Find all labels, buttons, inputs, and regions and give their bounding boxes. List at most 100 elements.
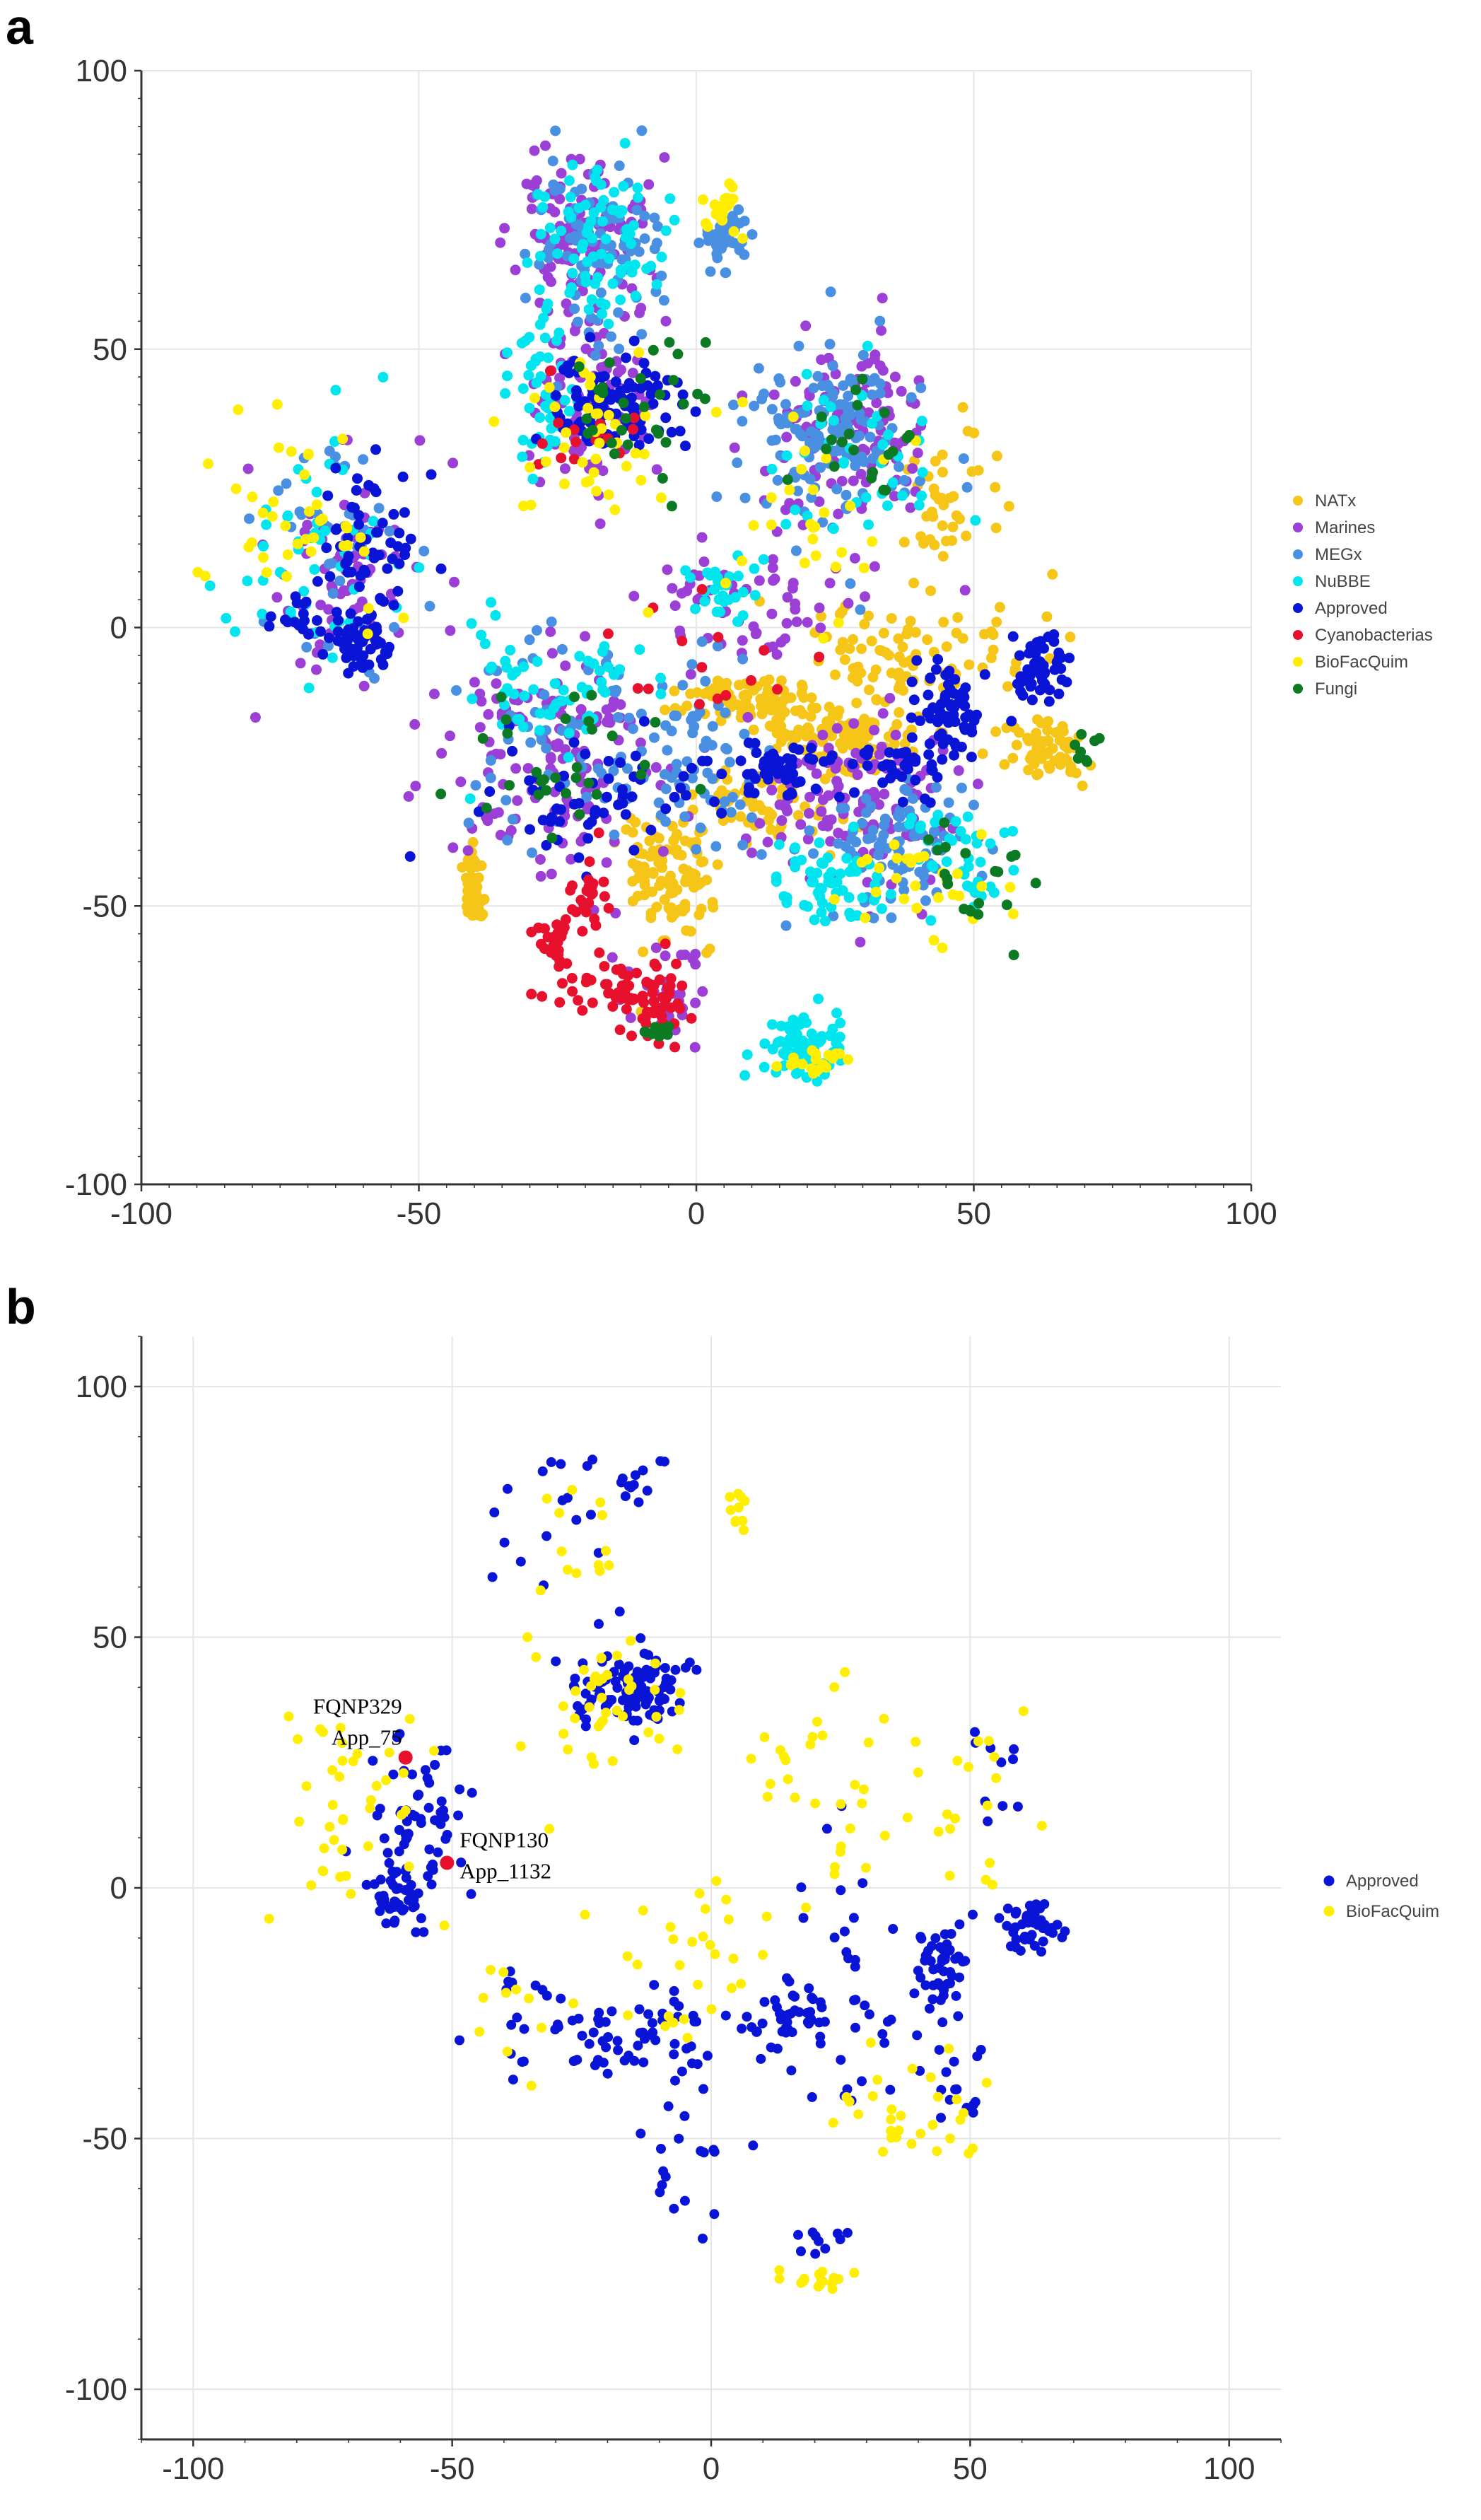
point-nubbe [567, 159, 578, 170]
point-megx [527, 847, 537, 858]
point-biofacquim [841, 2092, 852, 2102]
point-biofacquim [607, 1756, 618, 1766]
point-megx [756, 849, 767, 860]
point-approved [688, 2010, 698, 2021]
point-biofacquim [728, 1954, 739, 1964]
legend-item-fungi[interactable]: Fungi [1293, 679, 1357, 699]
legend-item-cyanobacterias[interactable]: Cyanobacterias [1293, 626, 1433, 645]
point-megx [737, 839, 749, 851]
annotation-compound-label: FQNP329 [313, 1694, 402, 1719]
point-biofacquim [814, 2270, 825, 2280]
point-approved [315, 626, 326, 637]
legend-item-biofacquim[interactable]: BioFacQuim [1293, 653, 1408, 672]
point-approved [265, 611, 276, 622]
legend-marker [1293, 684, 1303, 694]
point-fungi [635, 373, 646, 384]
point-approved [455, 1784, 465, 1795]
point-cyanobacterias [746, 675, 756, 686]
point-approved [580, 748, 591, 759]
legend-item-biofacquim[interactable]: BioFacQuim [1323, 1902, 1440, 1921]
point-cyanobacterias [590, 920, 602, 931]
point-biofacquim [737, 1515, 748, 1526]
legend-item-marines[interactable]: Marines [1293, 518, 1375, 537]
legend-item-approved[interactable]: Approved [1293, 599, 1388, 618]
legend-item-megx[interactable]: MEGx [1293, 545, 1362, 564]
point-marines [836, 476, 848, 486]
point-biofacquim [563, 1565, 573, 1575]
y-tick-label: 0 [110, 1871, 127, 1906]
point-natx [659, 894, 670, 905]
point-megx [707, 774, 718, 784]
point-approved [317, 648, 329, 660]
point-marines [874, 799, 884, 810]
point-natx [921, 511, 932, 522]
point-cyanobacterias [660, 938, 671, 950]
point-biofacquim [991, 1773, 1002, 1783]
point-biofacquim [982, 1800, 993, 1811]
point-approved [392, 585, 404, 597]
point-approved [643, 433, 655, 444]
point-biofacquim [821, 1062, 832, 1073]
point-biofacquim [950, 1813, 961, 1824]
y-tick-label: 100 [76, 1370, 127, 1404]
point-cyanobacterias [566, 973, 578, 984]
point-approved [669, 2049, 679, 2060]
point-marines [676, 588, 687, 599]
point-approved [638, 716, 650, 727]
point-approved [430, 1760, 440, 1770]
point-marines [483, 708, 494, 720]
point-biofacquim [400, 1805, 411, 1816]
point-fungi [609, 448, 620, 460]
point-marines [901, 829, 912, 841]
point-biofacquim [698, 194, 708, 205]
point-cyanobacterias [577, 1005, 588, 1016]
point-approved [388, 600, 399, 611]
point-nubbe [790, 861, 801, 873]
point-approved [674, 2133, 684, 2144]
point-nubbe [883, 429, 894, 441]
point-biofacquim [976, 881, 988, 892]
point-nubbe [866, 418, 877, 429]
point-approved [783, 2009, 794, 2019]
point-megx [656, 270, 667, 281]
point-marines [782, 592, 793, 603]
point-cyanobacterias [615, 963, 626, 974]
point-nubbe [718, 590, 728, 602]
point-biofacquim [973, 1736, 983, 1746]
point-biofacquim [728, 226, 739, 237]
point-nubbe [258, 540, 269, 552]
point-approved [372, 527, 383, 538]
panel-a-points [192, 125, 1105, 1087]
legend-item-natx[interactable]: NATx [1293, 491, 1356, 511]
point-megx [624, 712, 635, 723]
point-approved [530, 1981, 541, 1991]
point-natx [839, 654, 850, 665]
point-megx [833, 428, 845, 439]
point-cyanobacterias [638, 997, 650, 1008]
point-biofacquim [898, 893, 910, 904]
point-biofacquim [334, 1771, 345, 1782]
point-marines [766, 608, 778, 619]
point-nubbe [517, 383, 529, 395]
point-cyanobacterias [656, 1010, 667, 1022]
point-biofacquim [577, 457, 588, 468]
point-biofacquim [588, 1758, 599, 1769]
point-nubbe [505, 645, 516, 655]
point-approved [680, 790, 691, 801]
legend-item-nubbe[interactable]: NuBBE [1293, 572, 1371, 591]
point-approved [1048, 629, 1060, 640]
point-marines [409, 719, 421, 730]
point-fungi [973, 909, 984, 920]
point-biofacquim [788, 412, 799, 423]
point-megx [707, 721, 718, 732]
point-approved [908, 694, 920, 706]
point-natx [476, 894, 488, 905]
legend-item-approved[interactable]: Approved [1323, 1872, 1419, 1891]
point-cyanobacterias [640, 1018, 652, 1029]
point-marines [650, 762, 662, 773]
point-marines [569, 325, 580, 337]
point-approved [850, 2022, 860, 2033]
point-approved [503, 1483, 513, 1494]
legend-marker [1293, 576, 1303, 586]
point-marines [545, 626, 556, 637]
